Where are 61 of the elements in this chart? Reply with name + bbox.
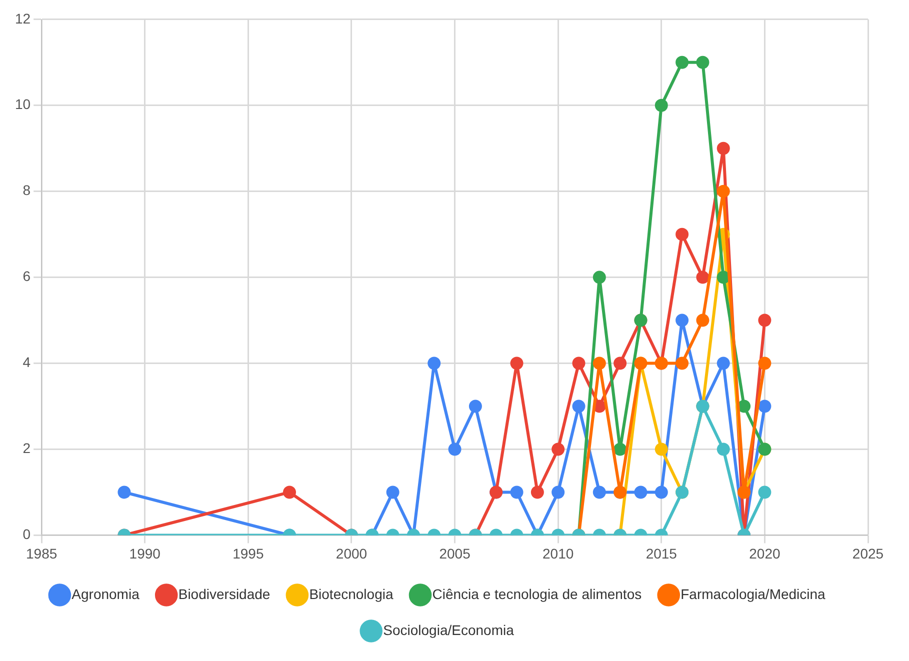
point xyxy=(716,184,730,198)
point xyxy=(592,356,606,370)
point xyxy=(634,486,648,499)
point xyxy=(510,356,524,370)
point xyxy=(738,400,751,413)
point xyxy=(386,486,400,499)
point xyxy=(758,356,772,370)
y-tick-label: 12 xyxy=(14,10,31,26)
point xyxy=(592,270,606,284)
x-tick-label: 2010 xyxy=(542,545,574,562)
point xyxy=(510,486,524,499)
point xyxy=(448,442,462,456)
point xyxy=(676,314,689,327)
point xyxy=(530,486,544,499)
x-tick-label: 2000 xyxy=(336,545,368,562)
legend-label: Biodiversidade xyxy=(178,586,270,602)
point xyxy=(676,56,689,69)
x-tick-label: 2025 xyxy=(852,545,884,562)
legend-label: Biotecnologia xyxy=(309,586,394,602)
point xyxy=(118,486,131,499)
y-tick-label: 4 xyxy=(22,354,31,370)
point xyxy=(428,356,441,370)
y-tick-label: 8 xyxy=(22,182,31,198)
point xyxy=(696,314,710,327)
point xyxy=(676,228,689,241)
x-tick-label: 2015 xyxy=(646,545,678,562)
x-tick-label: 1995 xyxy=(232,545,264,562)
x-tick-label: 1985 xyxy=(26,545,58,562)
point xyxy=(572,400,586,413)
point xyxy=(614,442,627,456)
point xyxy=(696,270,710,284)
y-tick-label: 10 xyxy=(14,96,31,112)
point xyxy=(716,356,730,370)
y-tick-label: 6 xyxy=(22,268,31,284)
legend-label: Ciência e tecnologia de alimentos xyxy=(432,586,642,602)
point xyxy=(696,56,710,69)
point xyxy=(614,356,627,370)
point xyxy=(468,400,482,413)
legend-label: Sociologia/Economia xyxy=(383,622,514,638)
point xyxy=(758,400,772,413)
point xyxy=(758,314,772,327)
point xyxy=(654,486,668,499)
point xyxy=(654,98,668,112)
point xyxy=(716,270,730,284)
legend-label: Farmacologia/Medicina xyxy=(680,586,826,602)
x-tick-label: 1990 xyxy=(129,545,161,562)
point xyxy=(552,442,565,456)
y-tick-label: 2 xyxy=(22,440,31,456)
y-tick-label: 0 xyxy=(22,526,31,542)
legend-label: Agronomia xyxy=(72,586,140,602)
point xyxy=(592,486,606,499)
x-tick-label: 2005 xyxy=(439,545,471,562)
x-tick-label: 2020 xyxy=(749,545,780,562)
point xyxy=(572,356,586,370)
point xyxy=(758,486,772,499)
point xyxy=(716,442,730,456)
point xyxy=(283,486,296,499)
point xyxy=(654,442,668,456)
point xyxy=(716,142,730,155)
point xyxy=(676,356,689,370)
point xyxy=(552,486,565,499)
